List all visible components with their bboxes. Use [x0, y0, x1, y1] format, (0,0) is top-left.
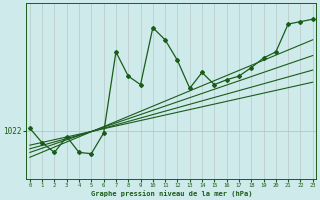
X-axis label: Graphe pression niveau de la mer (hPa): Graphe pression niveau de la mer (hPa)	[91, 190, 252, 197]
